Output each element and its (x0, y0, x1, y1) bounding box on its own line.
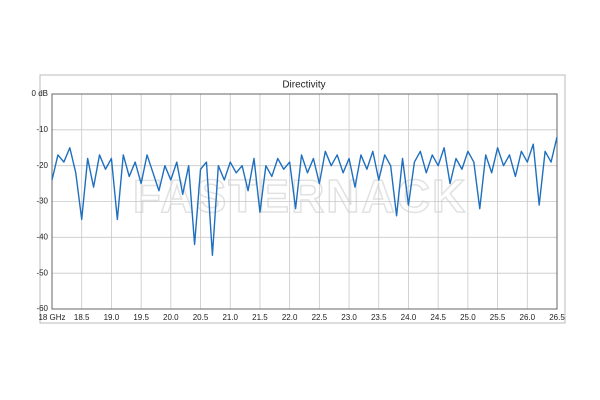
y-tick-label: 0 dB (32, 89, 48, 98)
y-tick-label: -40 (36, 232, 48, 241)
y-tick-label: -30 (36, 197, 48, 206)
data-line (51, 136, 558, 256)
plot-border (51, 93, 558, 310)
x-tick-label: 22.5 (312, 313, 328, 322)
y-tick-label: -50 (36, 268, 48, 277)
chart-frame (39, 74, 566, 324)
x-tick-label: 20.0 (163, 313, 179, 322)
x-tick-label: 19.5 (133, 313, 149, 322)
x-tick-label: 24.5 (430, 313, 446, 322)
x-tick-label: 23.5 (371, 313, 387, 322)
x-tick-label: 26.5 (549, 313, 565, 322)
x-tick-label: 21.5 (252, 313, 268, 322)
x-tick-label: 20.5 (193, 313, 209, 322)
x-tick-label: 21.0 (222, 313, 238, 322)
x-tick-label: 25.0 (460, 313, 476, 322)
x-tick-label: 22.0 (282, 313, 298, 322)
chart-title: Directivity (282, 80, 325, 91)
x-tick-label: 18 GHz (38, 313, 65, 322)
watermark: FASTERNACK (133, 170, 467, 222)
x-tick-label: 23.0 (341, 313, 357, 322)
x-tick-label: 25.5 (490, 313, 506, 322)
y-tick-label: -10 (36, 125, 48, 134)
x-tick-label: 24.0 (401, 313, 417, 322)
x-tick-label: 26.0 (520, 313, 536, 322)
y-tick-label: -60 (36, 304, 48, 313)
x-tick-label: 19.0 (104, 313, 120, 322)
x-tick-label: 18.5 (74, 313, 90, 322)
y-tick-label: -20 (36, 161, 48, 170)
